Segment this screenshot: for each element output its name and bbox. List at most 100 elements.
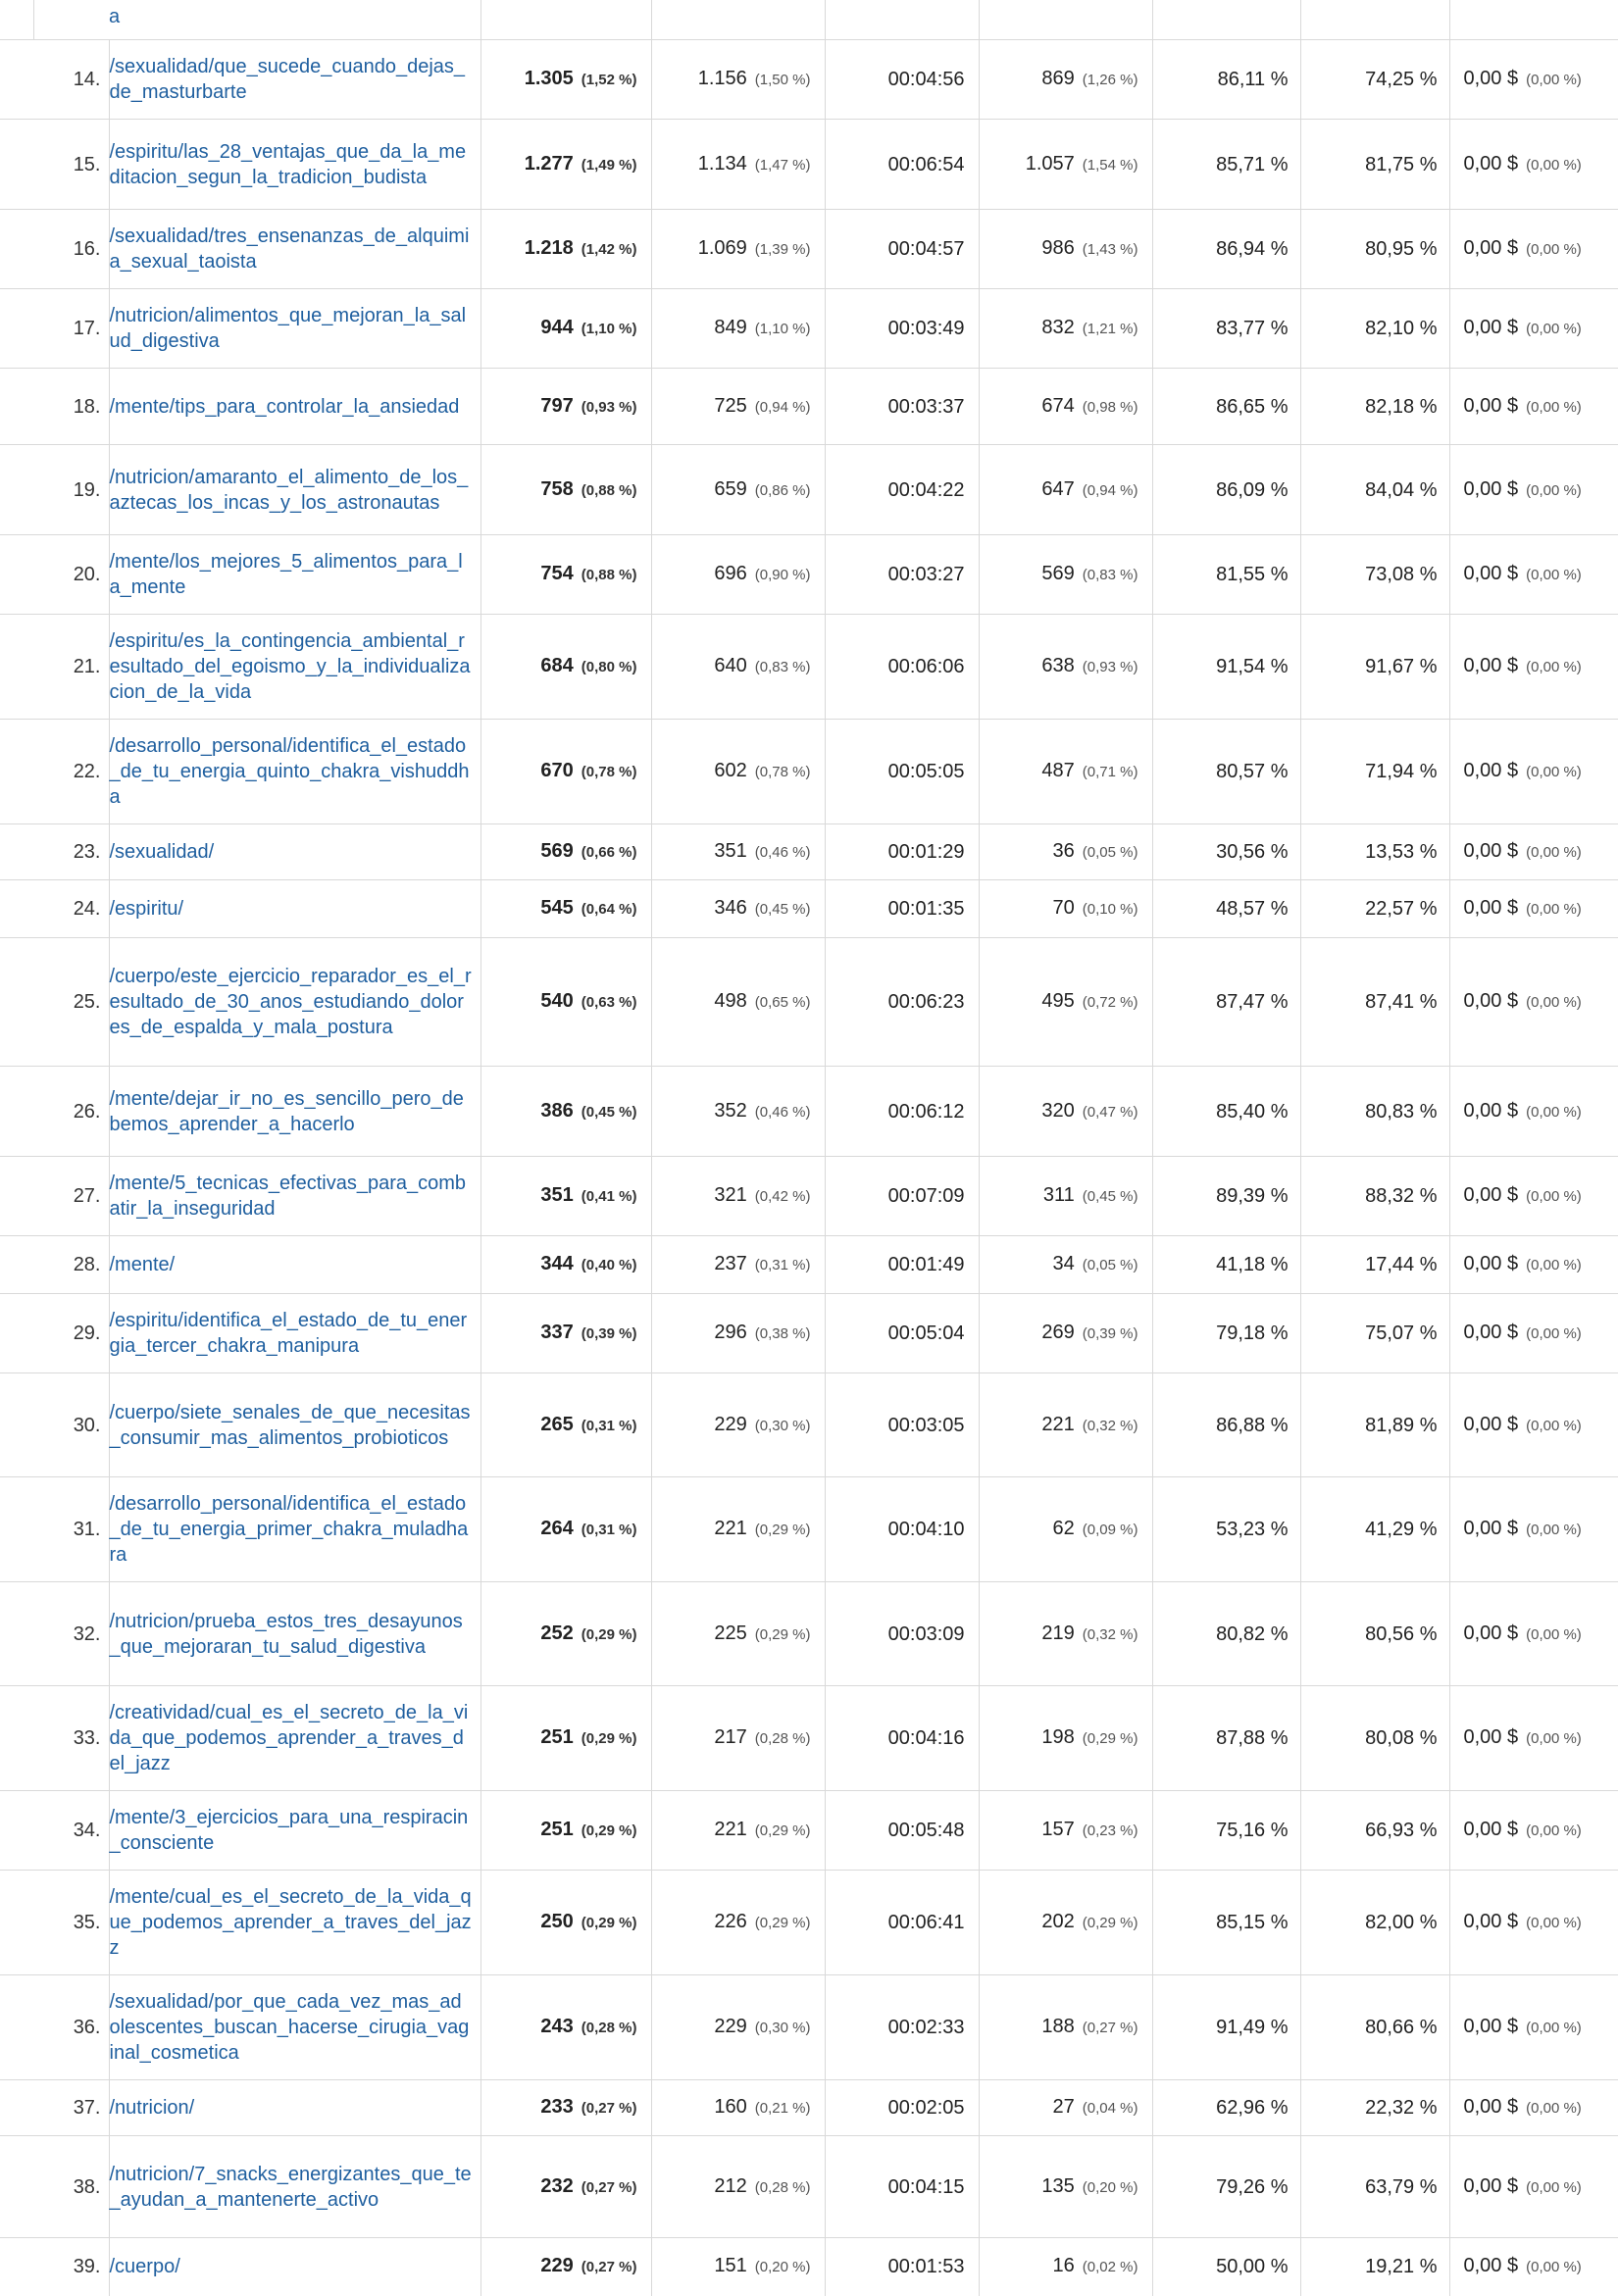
page-link[interactable]: /cuerpo/ [109,2256,180,2278]
bounce-rate-cell: 85,40 % [1151,1066,1300,1157]
exit-rate-cell: 41,29 % [1299,1476,1449,1582]
page-link[interactable]: /sexualidad/por_que_cada_vez_mas_adolesc… [109,1991,470,2064]
unique-pageviews-value: 849 [714,317,747,338]
page-link[interactable]: /nutricion/7_snacks_energizantes_que_te_… [109,2163,472,2211]
page-cell: /espiritu/las_28_ventajas_que_da_la_medi… [108,119,480,210]
page-value-cell: 0,00 $ (0,00 %) [1448,119,1618,210]
unique-pageviews-value: 321 [714,1184,747,1206]
row-index: 28. [33,1235,109,1294]
avg-time-cell: 00:06:41 [824,1870,979,1975]
page-link[interactable]: /sexualidad/que_sucede_cuando_dejas_de_m… [109,56,466,103]
bounce-rate-cell: 91,54 % [1151,614,1300,720]
entrances-value: 320 [1041,1099,1075,1122]
page-value-cell: 0,00 $ (0,00 %) [1448,879,1618,938]
page-value: 0,00 $ [1463,317,1519,338]
row-spacer [0,937,33,1067]
page-value-percent: (0,00 %) [1526,1822,1582,1839]
avg-time-cell: 00:05:04 [824,1293,979,1373]
page-link[interactable]: /nutricion/alimentos_que_mejoran_la_salu… [109,305,467,352]
page-link[interactable]: /desarrollo_personal/identifica_el_estad… [109,735,470,808]
pageviews-percent: (1,10 %) [581,321,637,337]
table-row: 25./cuerpo/este_ejercicio_reparador_es_e… [0,937,1618,1067]
page-value: 0,00 $ [1463,2255,1519,2277]
table-row: 37./nutricion/233 (0,27 %) 160 (0,21 %) 00:0… [0,2079,1618,2136]
exit-rate-value: 22,57 % [1365,898,1438,920]
page-link[interactable]: /espiritu/identifica_el_estado_de_tu_ene… [109,1310,468,1357]
entrances-value: 487 [1041,760,1075,781]
pageviews-value: 754 [540,563,574,584]
pages-report-table: 14./sexualidad/que_sucede_cuando_dejas_d… [0,39,1618,2296]
avg-time-value: 00:04:16 [887,1727,965,1749]
table-row: 16./sexualidad/tres_ensenanzas_de_alquim… [0,209,1618,289]
entrances-percent: (0,09 %) [1082,1522,1138,1538]
page-link[interactable]: /sexualidad/tres_ensenanzas_de_alquimia_… [109,225,470,273]
page-cell: /nutricion/alimentos_que_mejoran_la_salu… [108,288,480,369]
bounce-rate-cell: 80,82 % [1151,1581,1300,1686]
avg-time-value: 00:06:23 [887,991,965,1013]
page-link[interactable]: /nutricion/ [109,2097,195,2119]
avg-time-cell: 00:01:29 [824,824,979,880]
unique-pageviews-cell: 498 (0,65 %) [650,937,825,1067]
page-value-percent: (0,00 %) [1526,901,1582,918]
bounce-rate-value: 79,26 % [1216,2175,1289,2198]
unique-pageviews-percent: (0,30 %) [754,2020,811,2036]
page-link[interactable]: /espiritu/ [109,898,184,920]
exit-rate-value: 17,44 % [1365,1254,1438,1275]
pageviews-percent: (0,88 %) [581,567,637,583]
page-value-percent: (0,00 %) [1526,659,1582,675]
unique-pageviews-percent: (0,29 %) [754,1522,811,1538]
entrances-percent: (0,05 %) [1082,1257,1138,1273]
entrances-value: 869 [1041,68,1075,89]
page-cell: /mente/cual_es_el_secreto_de_la_vida_que… [108,1870,480,1975]
entrances-value: 269 [1041,1322,1075,1343]
pageviews-percent: (0,40 %) [581,1257,637,1273]
entrances-cell: 320 (0,47 %) [978,1066,1152,1157]
page-link[interactable]: /mente/tips_para_controlar_la_ansiedad [109,395,460,418]
page-value-percent: (0,00 %) [1526,1417,1582,1434]
unique-pageviews-percent: (0,90 %) [754,567,811,583]
exit-rate-value: 81,75 % [1365,153,1438,175]
avg-time-value: 00:01:29 [887,841,965,863]
page-link[interactable]: /cuerpo/este_ejercicio_reparador_es_el_r… [109,966,472,1038]
row-spacer [0,1974,33,2080]
page-link-fragment[interactable]: a [109,6,121,27]
page-link[interactable]: /espiritu/las_28_ventajas_que_da_la_medi… [109,140,467,188]
page-value-cell: 0,00 $ (0,00 %) [1448,719,1618,824]
row-spacer [0,2079,33,2136]
page-cell: /sexualidad/por_que_cada_vez_mas_adolesc… [108,1974,480,2080]
unique-pageviews-percent: (0,94 %) [754,398,811,416]
page-value-percent: (0,00 %) [1526,241,1582,258]
page-link[interactable]: /desarrollo_personal/identifica_el_estad… [109,1493,469,1566]
table-row: 28./mente/344 (0,40 %) 237 (0,31 %) 00:01:49… [0,1235,1618,1294]
page-link[interactable]: /mente/cual_es_el_secreto_de_la_vida_que… [109,1886,472,1959]
page-link[interactable]: /mente/ [109,1254,176,1275]
page-link[interactable]: /creatividad/cual_es_el_secreto_de_la_vi… [109,1702,469,1774]
page-link[interactable]: /nutricion/amaranto_el_alimento_de_los_a… [109,466,469,514]
unique-pageviews-percent: (0,31 %) [754,1257,811,1273]
page-link[interactable]: /nutricion/prueba_estos_tres_desayunos_q… [109,1610,463,1658]
row-index: 26. [33,1066,109,1157]
pageviews-value: 758 [540,477,574,500]
page-value: 0,00 $ [1463,2174,1519,2197]
unique-pageviews-percent: (0,21 %) [754,2100,811,2117]
page-value-cell: 0,00 $ (0,00 %) [1448,534,1618,615]
page-link[interactable]: /mente/los_mejores_5_alimentos_para_la_m… [109,551,463,598]
page-link[interactable]: /mente/5_tecnicas_efectivas_para_combati… [109,1173,467,1220]
unique-pageviews-cell: 1.134 (1,47 %) [650,119,825,210]
page-value-cell: 0,00 $ (0,00 %) [1448,1066,1618,1157]
exit-rate-cell: 84,04 % [1299,444,1449,535]
page-link[interactable]: /sexualidad/ [109,841,215,863]
entrances-value: 135 [1041,2174,1075,2197]
entrances-cell: 16 (0,02 %) [978,2237,1152,2296]
table-row: 26./mente/dejar_ir_no_es_sencillo_pero_d… [0,1066,1618,1157]
pageviews-cell: 758 (0,88 %) [480,444,651,535]
page-cell: /mente/ [108,1235,480,1294]
exit-rate-cell: 73,08 % [1299,534,1449,615]
row-spacer [0,2237,33,2296]
page-link[interactable]: /mente/3_ejercicios_para_una_respiracin_… [109,1807,469,1854]
page-link[interactable]: /espiritu/es_la_contingencia_ambiental_r… [109,630,471,703]
page-link[interactable]: /cuerpo/siete_senales_de_que_necesitas_c… [109,1401,471,1449]
entrances-value: 569 [1041,563,1075,584]
page-link[interactable]: /mente/dejar_ir_no_es_sencillo_pero_debe… [109,1087,464,1135]
entrances-percent: (1,43 %) [1082,241,1138,258]
